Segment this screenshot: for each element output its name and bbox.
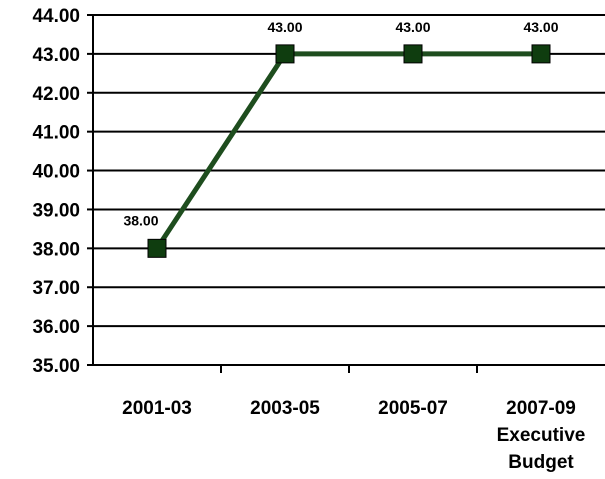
data-label: 43.00 — [523, 19, 558, 35]
y-tick-label: 42.00 — [32, 84, 80, 105]
data-point-marker — [531, 44, 551, 64]
data-label: 38.00 — [123, 212, 158, 228]
data-point-marker — [403, 44, 423, 64]
data-label: 43.00 — [395, 19, 430, 35]
x-category-label: Budget — [508, 452, 574, 473]
series-line-path — [154, 51, 541, 250]
x-category-label: 2003-05 — [250, 398, 320, 419]
y-tick-label: 35.00 — [32, 356, 80, 377]
y-tick-label: 41.00 — [32, 123, 80, 144]
data-point-marker — [275, 44, 295, 64]
x-category-labels: 2001-03 2003-05 2005-07 2007-09 Executive Bud… — [122, 398, 585, 473]
y-tick-label: 36.00 — [32, 317, 80, 338]
y-tick-label: 37.00 — [32, 278, 80, 299]
y-tick-label: 39.00 — [32, 200, 80, 221]
data-label: 43.00 — [267, 19, 302, 35]
x-category-label: 2001-03 — [122, 398, 192, 419]
data-labels: 38.00 43.00 43.00 43.00 — [123, 19, 558, 228]
series-markers — [147, 44, 551, 258]
x-category-label: 2005-07 — [378, 398, 448, 419]
y-tick-label: 43.00 — [32, 45, 80, 66]
y-tick-labels: 35.00 36.00 37.00 38.00 39.00 40.00 41.00 42.00… — [32, 6, 80, 377]
series-line — [154, 51, 541, 250]
data-point-marker — [147, 238, 167, 258]
x-category-label: Executive — [497, 425, 586, 446]
y-tick-label: 38.00 — [32, 239, 80, 260]
y-tick-label: 40.00 — [32, 162, 80, 183]
axes — [87, 14, 605, 373]
x-category-label: 2007-09 — [506, 398, 576, 419]
gridlines — [93, 14, 605, 328]
y-tick-label: 44.00 — [32, 6, 80, 27]
